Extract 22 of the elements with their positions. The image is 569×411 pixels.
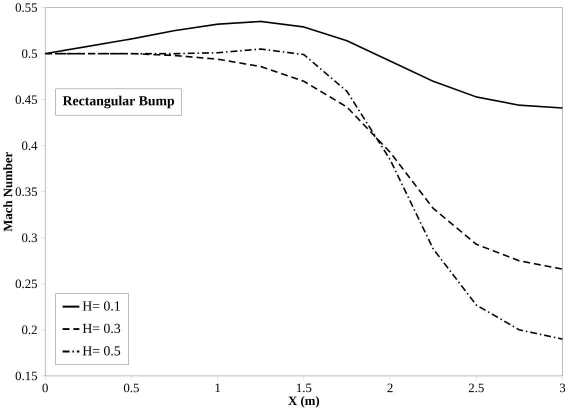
y-axis-title: Mach Number: [3, 152, 12, 232]
y-tick-label: 0.15: [16, 372, 37, 380]
y-tick-label: 0.2: [22, 326, 37, 334]
y-tick-label: 0.3: [22, 233, 37, 242]
legend-label: H= 0.1: [82, 301, 120, 311]
y-tick-label: 0.45: [16, 95, 37, 104]
x-tick-label: 2.5: [468, 384, 484, 392]
x-tick-label: 3: [560, 384, 566, 392]
y-tick-label: 0.35: [16, 187, 37, 196]
x-axis-title: X (m): [288, 396, 320, 408]
y-tick-label: 0.4: [22, 141, 38, 150]
y-tick-label: 0.55: [16, 3, 37, 12]
y-tick-label: 0.5: [22, 49, 37, 58]
y-tick-label: 0.25: [16, 280, 37, 288]
x-tick-label: 1.5: [296, 384, 312, 392]
annotation: Rectangular Bump: [62, 96, 174, 108]
x-tick-label: 2: [387, 384, 393, 392]
x-tick-label: 0.5: [124, 384, 139, 392]
x-tick-label: 1: [216, 384, 220, 392]
legend-label: H= 0.3: [82, 324, 120, 334]
legend-label: H= 0.5: [82, 346, 120, 356]
x-tick-label: 0: [42, 384, 48, 392]
